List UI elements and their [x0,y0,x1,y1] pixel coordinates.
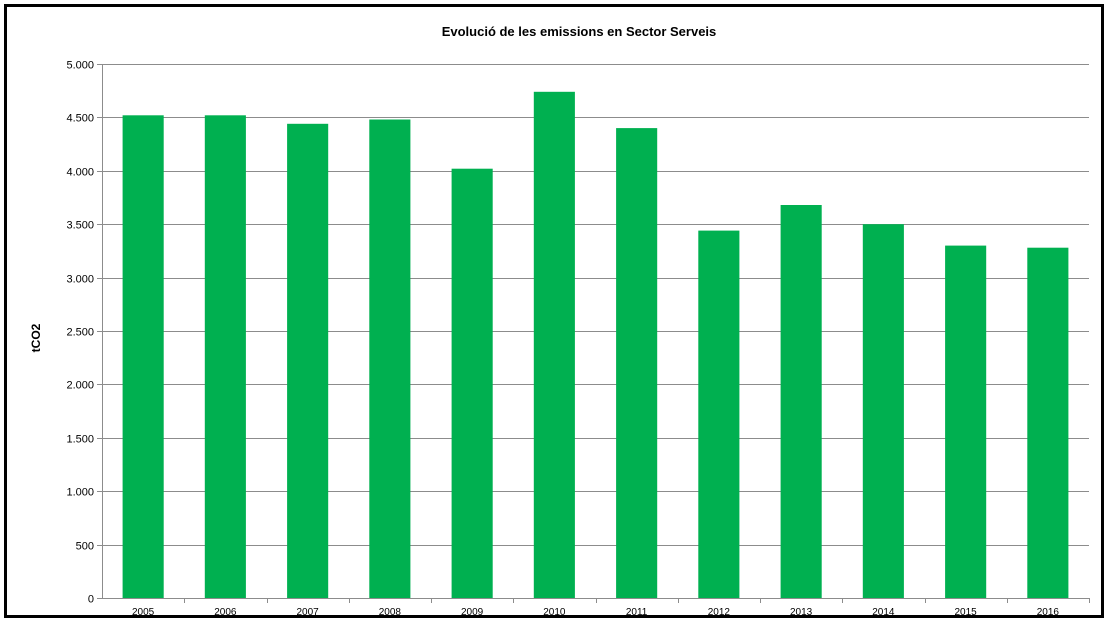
chart-title: Evolució de les emissions en Sector Serv… [442,24,717,39]
y-tick-label: 3.500 [66,220,94,232]
bar-2015 [945,245,987,598]
x-tick-label: 2010 [543,607,566,615]
y-tick-label: 4.500 [66,113,94,125]
x-tick-label: 2016 [1037,607,1060,615]
x-tick-label: 2008 [379,607,402,615]
axes [97,64,1090,603]
y-tick-label: 3.000 [66,274,94,286]
x-tick-label: 2012 [708,607,731,615]
x-tick-label: 2009 [461,607,484,615]
x-tick-label: 2013 [790,607,813,615]
x-tick-label: 2005 [132,607,155,615]
y-tick-label: 2.500 [66,327,94,339]
x-tick-label: 2006 [214,607,237,615]
x-tick-label: 2014 [872,607,895,615]
gridlines [102,64,1089,546]
y-tick-label: 4.000 [66,167,94,179]
y-tick-label: 1.500 [66,434,94,446]
x-tick-label: 2015 [955,607,978,615]
bar-2010 [533,91,575,599]
x-axis-ticks: 2005 2006 2007 2008 2009 2010 2011 2012 2013 2014… [132,607,1059,615]
bar-2005 [122,115,164,599]
bar-2016 [1027,247,1069,598]
bar-2007 [287,123,329,599]
bar-2011 [616,128,658,598]
x-tick-label: 2007 [297,607,320,615]
bar-2006 [204,115,246,599]
y-tick-label: 5.000 [66,60,94,72]
bar-chart: Evolució de les emissions en Sector Serv… [29,24,1090,615]
y-axis-title: tCO2 [29,323,43,352]
bar-2009 [451,168,493,598]
chart-frame: Evolució de les emissions en Sector Serv… [4,4,1104,618]
bar-2013 [780,205,822,598]
y-tick-label: 0 [88,594,94,606]
y-tick-label: 500 [76,541,94,553]
bar-2008 [369,119,411,598]
y-tick-label: 1.000 [66,487,94,499]
bars [122,91,1069,599]
y-axis-ticks: 0 500 1.000 1.500 2.000 2.500 3.000 3.500 4.000 4… [66,60,94,606]
x-tick-label: 2011 [626,607,648,615]
bar-2014 [862,224,904,598]
bar-2012 [698,230,740,598]
y-tick-label: 2.000 [66,380,94,392]
